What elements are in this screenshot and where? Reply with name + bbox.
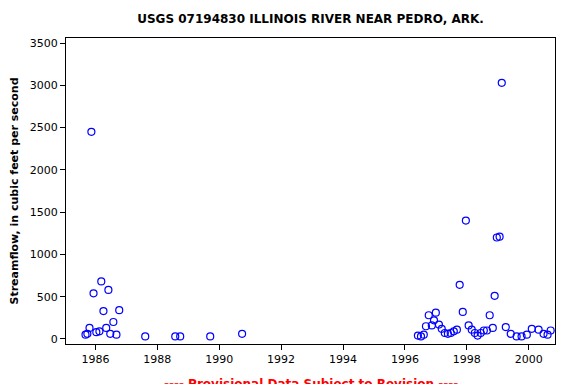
svg-text:Streamflow, in cubic feet per: Streamflow, in cubic feet per second — [8, 77, 21, 304]
svg-text:2000: 2000 — [30, 164, 58, 177]
svg-text:500: 500 — [37, 291, 58, 304]
svg-text:1000: 1000 — [30, 248, 58, 261]
svg-text:2000: 2000 — [515, 353, 543, 366]
svg-text:1986: 1986 — [81, 353, 109, 366]
svg-text:1988: 1988 — [143, 353, 171, 366]
svg-text:1500: 1500 — [30, 206, 58, 219]
svg-text:USGS 07194830 ILLINOIS RIVER N: USGS 07194830 ILLINOIS RIVER NEAR PEDRO,… — [137, 12, 484, 26]
svg-text:---- Provisional Data Subject: ---- Provisional Data Subject to Revisio… — [164, 377, 458, 384]
svg-text:1994: 1994 — [329, 353, 357, 366]
svg-text:2500: 2500 — [30, 121, 58, 134]
svg-text:3000: 3000 — [30, 79, 58, 92]
svg-text:1992: 1992 — [267, 353, 295, 366]
svg-text:1990: 1990 — [205, 353, 233, 366]
svg-text:3500: 3500 — [30, 37, 58, 50]
svg-text:1998: 1998 — [453, 353, 481, 366]
svg-text:0: 0 — [51, 333, 58, 346]
svg-text:1996: 1996 — [391, 353, 419, 366]
